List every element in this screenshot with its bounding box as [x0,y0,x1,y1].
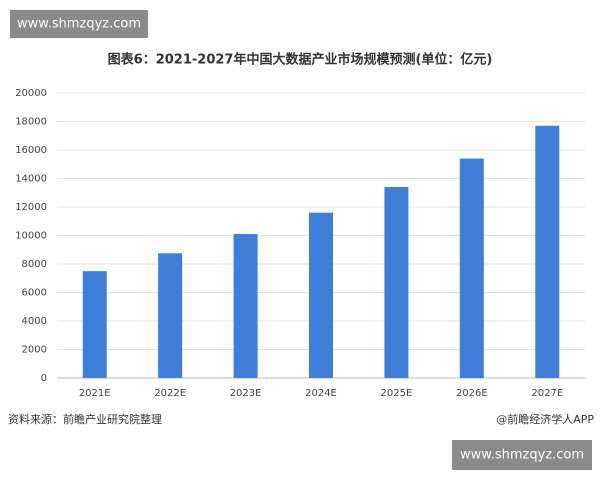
bar [309,212,333,378]
watermark: www.shmzqyz.com [17,17,141,32]
x-tick-label: 2022E [154,388,186,399]
y-tick-label: 4000 [22,316,47,327]
y-tick-label: 14000 [15,174,47,185]
x-tick-label: 2025E [381,388,413,399]
x-tick-label: 2026E [456,388,488,399]
y-tick-label: 2000 [22,345,47,356]
bar [535,125,560,379]
x-tick-label: 2023E [230,388,262,399]
y-tick-label: 20000 [15,88,47,99]
source: 资料来源：前瞻产业研究院整理 [8,412,162,426]
credit: @前瞻经济学人APP [496,412,594,426]
bar [459,158,484,378]
y-tick-label: 18000 [15,117,47,128]
watermark: www.shmzqyz.com [460,448,584,463]
y-tick-label: 12000 [15,202,47,213]
y-tick-label: 16000 [15,145,47,156]
plot: 0 2000 4000 6000 8000 10000 12000 14000 16000 180… [15,88,585,399]
bar [233,234,258,378]
y-tick-label: 10000 [15,231,47,242]
bar [384,187,409,378]
watermark-box [10,10,148,38]
x-tick-label: 2021E [79,388,111,399]
y-tick-label: 0 [41,373,47,384]
y-tick-label: 6000 [22,288,47,299]
y-tick-label: 8000 [22,259,47,270]
bar [158,253,183,378]
x-tick-label: 2027E [531,388,563,399]
watermark-box [452,440,592,470]
bar [82,271,107,378]
x-tick-label: 2024E [305,388,337,399]
chart-title: 图表6：2021-2027年中国大数据产业市场规模预测(单位：亿元) [108,52,493,68]
